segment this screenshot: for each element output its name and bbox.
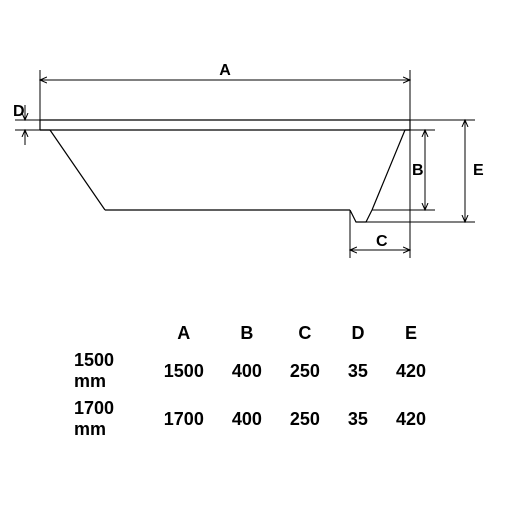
col-C: C [276, 320, 334, 347]
table-header-row: A B C D E [60, 320, 440, 347]
diagram-svg: A D B E C [10, 60, 502, 270]
col-D: D [334, 320, 382, 347]
dim-label-C: C [376, 233, 388, 250]
col-A: A [150, 320, 218, 347]
col-B: B [218, 320, 276, 347]
dim-label-D: D [13, 103, 25, 120]
dimension-diagram: A D B E C [10, 60, 502, 270]
dim-label-A: A [219, 62, 231, 79]
cell: 250 [276, 347, 334, 395]
cell: 400 [218, 395, 276, 443]
cell: 1700 [150, 395, 218, 443]
tub-profile [40, 120, 410, 222]
cell: 35 [334, 347, 382, 395]
dim-A: A [40, 62, 410, 120]
cell: 400 [218, 347, 276, 395]
table-row: 1500 mm 1500 400 250 35 420 [60, 347, 440, 395]
cell: 250 [276, 395, 334, 443]
col-E: E [382, 320, 440, 347]
cell: 35 [334, 395, 382, 443]
dim-table: A B C D E 1500 mm 1500 400 250 35 420 17… [60, 320, 440, 443]
dim-D: D [13, 103, 40, 145]
cell: 1500 [150, 347, 218, 395]
row-label: 1500 mm [60, 347, 150, 395]
dimension-table: A B C D E 1500 mm 1500 400 250 35 420 17… [60, 320, 440, 443]
cell: 420 [382, 395, 440, 443]
dim-label-B: B [412, 162, 424, 179]
row-label: 1700 mm [60, 395, 150, 443]
cell: 420 [382, 347, 440, 395]
dim-label-E: E [473, 162, 484, 179]
table-row: 1700 mm 1700 400 250 35 420 [60, 395, 440, 443]
dim-C: C [350, 130, 410, 258]
dim-B: B [372, 130, 435, 210]
